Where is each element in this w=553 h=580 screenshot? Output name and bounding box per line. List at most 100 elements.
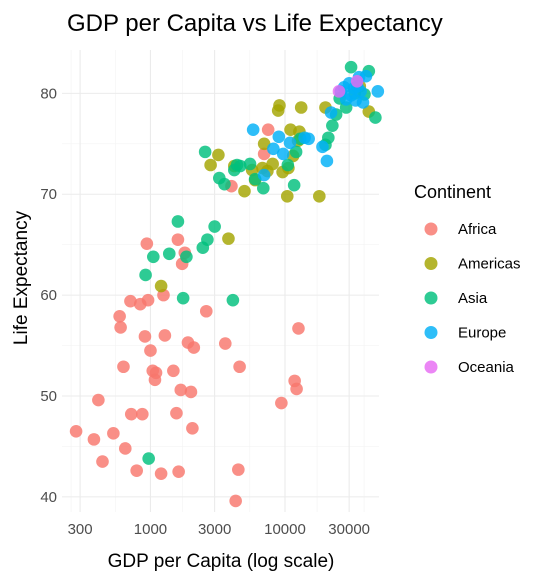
data-point — [154, 467, 168, 480]
data-point — [294, 101, 308, 114]
data-point — [218, 177, 231, 191]
data-point — [171, 215, 185, 228]
data-point — [289, 145, 303, 159]
data-point — [302, 132, 315, 146]
data-point — [232, 463, 245, 476]
data-point — [198, 145, 212, 159]
x-tick-label: 1000 — [134, 521, 167, 538]
data-point — [141, 293, 155, 307]
data-point — [186, 421, 199, 435]
data-point — [138, 330, 152, 343]
legend-label: Africa — [458, 221, 497, 238]
data-point — [162, 247, 176, 261]
data-point — [140, 237, 154, 250]
data-points — [69, 60, 385, 508]
x-axis-ticks: 300 1000 3000 10000 30000 — [68, 521, 370, 538]
data-point — [287, 178, 301, 192]
legend-label: Asia — [458, 290, 488, 307]
data-point — [147, 250, 160, 264]
data-point — [87, 433, 101, 446]
data-point — [124, 407, 138, 421]
data-point — [283, 136, 297, 150]
data-point — [114, 321, 127, 334]
data-point — [199, 304, 213, 318]
data-point — [292, 322, 305, 335]
chart-title: GDP per Capita vs Life Expectancy — [67, 10, 443, 37]
data-point — [290, 382, 303, 396]
data-point — [149, 366, 163, 380]
legend-title: Continent — [414, 182, 491, 202]
data-point — [222, 232, 235, 245]
legend-item-europe: Europe — [424, 325, 506, 342]
data-point — [332, 85, 346, 98]
data-point — [204, 158, 217, 172]
data-point — [233, 360, 246, 374]
data-point — [218, 337, 232, 350]
data-point — [142, 452, 155, 465]
legend-swatch — [424, 326, 438, 339]
data-point — [117, 360, 130, 374]
data-point — [172, 465, 185, 478]
data-point — [350, 74, 364, 88]
data-point — [226, 293, 240, 307]
data-point — [261, 123, 275, 136]
series-oceania — [332, 74, 364, 98]
series-africa — [69, 123, 305, 508]
data-point — [187, 341, 201, 354]
data-point — [212, 148, 225, 162]
legend-label: Europe — [458, 325, 506, 342]
legend-swatch — [424, 360, 438, 374]
data-point — [369, 111, 382, 124]
y-tick-label: 50 — [40, 388, 57, 405]
data-point — [275, 396, 288, 410]
data-point — [267, 142, 280, 156]
data-point — [158, 329, 172, 342]
legend-label: Oceania — [458, 359, 515, 376]
data-point — [326, 119, 339, 132]
data-point — [124, 294, 137, 308]
legend-swatch — [424, 291, 438, 305]
x-axis-label: GDP per Capita (log scale) — [108, 551, 335, 572]
data-point — [257, 137, 271, 151]
x-tick-label: 30000 — [328, 521, 370, 538]
data-point — [233, 159, 247, 173]
data-point — [92, 393, 105, 407]
data-point — [201, 233, 214, 246]
data-point — [144, 344, 157, 357]
data-point — [320, 154, 334, 168]
data-point — [257, 168, 271, 182]
data-point — [313, 189, 326, 203]
legend-item-americas: Americas — [424, 256, 521, 273]
legend-items: Africa Americas Asia Europe Oceania — [424, 221, 521, 376]
legend: Continent Africa Americas Asia Europe Oceani… — [414, 182, 521, 376]
legend-item-asia: Asia — [424, 290, 488, 307]
data-point — [371, 85, 385, 98]
data-point — [171, 233, 185, 246]
data-point — [243, 157, 257, 171]
data-point — [316, 140, 329, 154]
data-point — [344, 60, 358, 74]
data-point — [113, 310, 126, 323]
data-point — [356, 96, 370, 109]
data-point — [256, 181, 270, 195]
legend-item-oceania: Oceania — [424, 359, 515, 376]
data-point — [154, 279, 168, 293]
data-point — [176, 291, 190, 305]
data-point — [272, 130, 286, 144]
legend-label: Americas — [458, 256, 521, 273]
y-axis-ticks: 40 50 60 70 80 — [40, 85, 57, 505]
grid — [62, 50, 379, 512]
data-point — [130, 464, 143, 477]
data-point — [167, 364, 180, 378]
data-point — [238, 184, 251, 198]
legend-swatch — [424, 257, 438, 270]
data-point — [107, 427, 120, 440]
data-point — [324, 106, 338, 119]
data-point — [170, 406, 183, 420]
data-point — [136, 407, 149, 421]
x-tick-label: 300 — [68, 521, 93, 538]
data-point — [281, 158, 295, 172]
legend-item-africa: Africa — [424, 221, 497, 238]
data-point — [96, 455, 109, 468]
